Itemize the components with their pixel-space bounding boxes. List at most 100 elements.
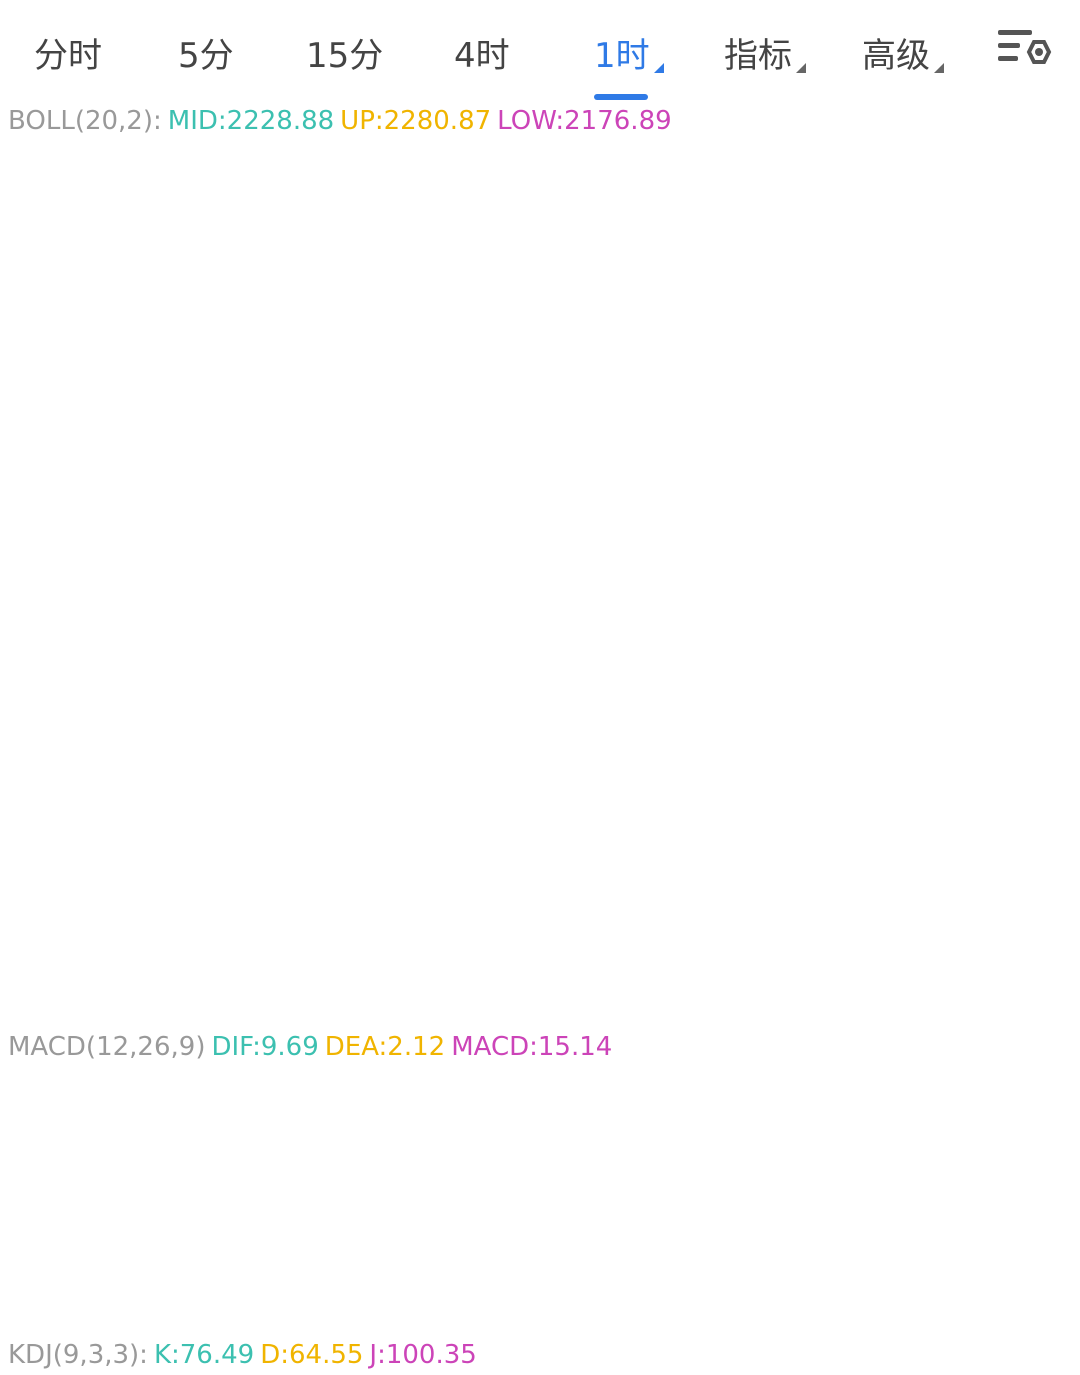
current-price-tag xyxy=(914,254,1080,295)
tab-3[interactable]: 4时 xyxy=(454,28,510,77)
candle-body xyxy=(457,555,461,568)
candle-body xyxy=(13,887,18,900)
candle-body xyxy=(503,570,508,590)
current-price-label: 2289.03 xyxy=(942,261,1050,291)
candle-body xyxy=(363,709,368,729)
macd-histogram-bar xyxy=(164,1191,170,1200)
candle-body xyxy=(375,696,380,705)
macd-histogram-bar xyxy=(264,1191,269,1206)
tab-5[interactable]: 指标 xyxy=(724,28,806,77)
tab-label: 5分 xyxy=(178,36,234,76)
macd-histogram-bar xyxy=(444,1153,450,1193)
macd-histogram-bar xyxy=(491,1191,497,1208)
macd-histogram-bar xyxy=(275,1191,281,1205)
candle-body xyxy=(509,570,514,583)
candle-body xyxy=(352,694,356,722)
macd-histogram-bar xyxy=(54,1185,59,1193)
macd-histogram-bar xyxy=(252,1191,258,1207)
candle-body xyxy=(387,687,391,695)
kdj-k: K:76.49 xyxy=(153,1340,255,1370)
candle-body xyxy=(334,701,339,710)
candle-body xyxy=(369,696,374,710)
candle-body xyxy=(766,418,770,429)
candle-body xyxy=(340,701,345,707)
macd-histogram-bar xyxy=(701,1185,707,1193)
macd-histogram-bar xyxy=(129,1164,135,1193)
candle-body xyxy=(614,465,619,488)
macd-histogram-bar xyxy=(503,1191,509,1214)
macd-histogram-bar xyxy=(800,1191,806,1221)
macd-histogram-bar xyxy=(194,1191,199,1204)
candle-body xyxy=(731,435,735,473)
candle-body xyxy=(101,706,105,722)
candle-body xyxy=(136,692,140,700)
candle-body xyxy=(328,696,333,710)
candle-body xyxy=(468,570,473,580)
kdj-name: KDJ(9,3,3): xyxy=(8,1340,148,1370)
macd-histogram-bar xyxy=(19,1187,24,1193)
macd-histogram-bar xyxy=(707,1191,713,1200)
candle-body xyxy=(72,850,76,866)
tab-1[interactable]: 5分 xyxy=(178,28,234,77)
kdj-legend: KDJ(9,3,3): K:76.49 D:64.55 J:100.35 xyxy=(8,1340,483,1370)
low-marker-label: 2025.80 xyxy=(40,903,148,933)
candle-body xyxy=(445,562,450,575)
candle-body xyxy=(212,679,216,741)
macd-histogram-bar xyxy=(386,1191,392,1194)
price-tick-label: 2200 xyxy=(963,478,1029,508)
macd-histogram-bar xyxy=(234,1191,240,1207)
tab-2[interactable]: 15分 xyxy=(306,28,383,77)
macd-histogram-bar xyxy=(806,1191,812,1220)
crosshair-handle xyxy=(48,885,116,954)
macd-histogram-bar xyxy=(71,1185,77,1193)
macd-dif: DIF:9.69 xyxy=(211,1032,319,1062)
candle-body xyxy=(707,423,712,429)
tab-0[interactable]: 分时 xyxy=(34,28,102,77)
macd-histogram-bar xyxy=(637,1161,643,1193)
macd-histogram-bar xyxy=(357,1191,363,1196)
candle-body xyxy=(515,574,520,583)
candle-body xyxy=(113,704,117,712)
time-tick-label: 12月3 xyxy=(327,994,397,1022)
macd-histogram-bar xyxy=(229,1191,234,1206)
boll-low-line xyxy=(3,461,904,933)
kdj-tick-label: 100 xyxy=(971,1352,1021,1375)
candle-body xyxy=(200,760,205,778)
macd-histogram-bar xyxy=(479,1191,485,1200)
macd-histogram-bar xyxy=(759,1191,765,1231)
candle-body xyxy=(451,567,455,575)
macd-histogram-bar xyxy=(182,1191,188,1206)
macd-histogram-bar xyxy=(578,1191,584,1198)
macd-histogram-bar xyxy=(468,1186,474,1193)
price-tick-label: 2250 xyxy=(963,356,1029,386)
macd-histogram-bar xyxy=(678,1155,683,1193)
tab-4[interactable]: 1时 xyxy=(594,28,664,77)
candle-body xyxy=(812,406,817,429)
tab-6[interactable]: 高级 xyxy=(862,28,944,77)
chart-settings-icon[interactable] xyxy=(996,26,1052,74)
candle-body xyxy=(894,391,899,429)
tab-label: 15分 xyxy=(306,36,384,76)
candle-body xyxy=(404,570,409,578)
macd-histogram-bar xyxy=(89,1154,94,1193)
macd-histogram-bar xyxy=(818,1191,823,1222)
candle-body xyxy=(538,584,543,610)
macd-histogram-bar xyxy=(205,1191,211,1205)
candle-body xyxy=(439,562,444,583)
active-tab-indicator xyxy=(594,94,648,100)
macd-histogram-bar xyxy=(339,1191,345,1198)
candle-body xyxy=(853,479,858,497)
macd-histogram-bar xyxy=(42,1185,48,1193)
candle-body xyxy=(696,345,700,385)
countdown-label: 05:40 xyxy=(959,308,1034,338)
macd-histogram-bar xyxy=(100,1149,106,1193)
candle-body xyxy=(43,872,47,878)
candle-body xyxy=(684,321,689,368)
candle-body xyxy=(632,435,636,468)
candle-body xyxy=(305,706,310,729)
macd-histogram-bar xyxy=(287,1191,293,1203)
macd-histogram-bar xyxy=(870,1191,876,1239)
macd-histogram-bar xyxy=(841,1191,847,1238)
candle-body xyxy=(270,736,275,744)
